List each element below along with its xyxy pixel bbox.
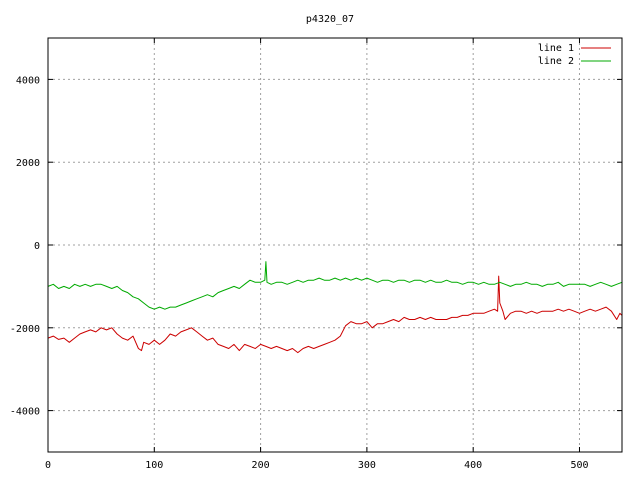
x-tick-label: 500: [570, 460, 588, 471]
axis-ticks: 0 100 200 300 400 500 -4000 -2000 0 2000 4000: [10, 38, 622, 471]
y-tick-label: -4000: [10, 407, 40, 418]
y-tick-label: 0: [34, 241, 40, 252]
x-tick-label: 300: [358, 460, 376, 471]
grid: [48, 38, 622, 452]
chart-title: p4320_07: [306, 14, 354, 25]
x-tick-label: 400: [464, 460, 482, 471]
series-line-1: [47, 275, 623, 354]
legend-label-1: line 1: [538, 43, 574, 54]
x-tick-label: 0: [45, 460, 51, 471]
x-tick-label: 100: [145, 460, 163, 471]
series-group: [47, 261, 623, 354]
y-tick-label: 4000: [16, 75, 40, 86]
y-tick-label: -2000: [10, 324, 40, 335]
legend-label-2: line 2: [538, 56, 574, 67]
y-tick-label: 2000: [16, 158, 40, 169]
series-line-2: [47, 261, 623, 310]
x-tick-label: 200: [252, 460, 270, 471]
legend: line 1 line 2: [538, 43, 611, 67]
